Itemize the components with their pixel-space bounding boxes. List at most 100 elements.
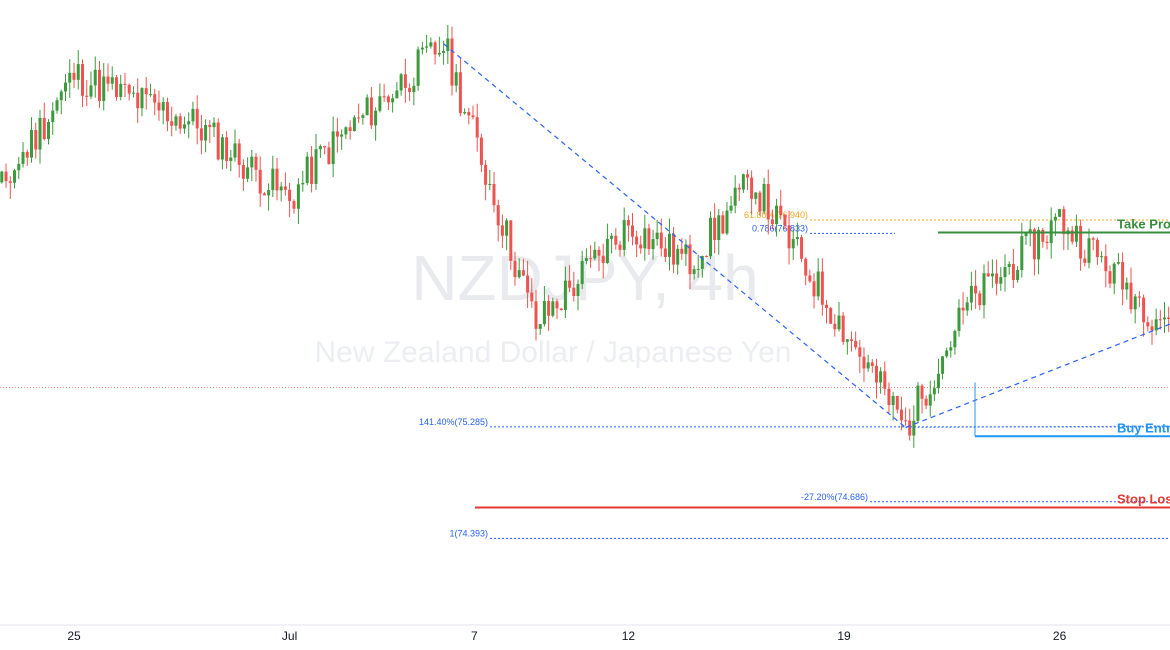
candle-body (725, 210, 729, 234)
candle-body (741, 174, 745, 190)
candle-body (1167, 317, 1170, 319)
candle-body (593, 249, 597, 259)
candle-body (174, 116, 178, 126)
candle-body (1108, 271, 1112, 284)
candle-body (258, 169, 262, 194)
candle-body (408, 87, 412, 92)
candle-body (420, 47, 424, 50)
candle-body (437, 52, 441, 55)
candle-body (513, 260, 517, 278)
candle-body (241, 165, 245, 179)
candle-body (114, 77, 118, 97)
candle-body (961, 307, 965, 311)
candle-body (80, 64, 84, 96)
candle-body (787, 225, 791, 249)
candle-body (119, 83, 123, 97)
x-tick-label: 26 (1053, 629, 1067, 643)
candle-body (1028, 229, 1032, 233)
candle-body (148, 94, 152, 96)
fib-level-label: -27.20%(74.686) (801, 492, 868, 502)
candle-body (737, 187, 741, 190)
candle-body (1095, 239, 1099, 258)
candle-body (1142, 297, 1146, 323)
candle-body (580, 260, 584, 285)
candle-body (517, 270, 521, 278)
candle-body (895, 395, 899, 410)
candle-body (1083, 258, 1087, 263)
candle-body (974, 285, 978, 294)
candle-body (1121, 262, 1125, 290)
watermark-subtitle: New Zealand Dollar / Japanese Yen (315, 336, 792, 369)
candle-body (429, 42, 433, 47)
candle-body (659, 232, 663, 249)
candle-body (688, 244, 692, 275)
candle-body (13, 170, 17, 183)
candle-body (626, 220, 630, 226)
candle-body (271, 168, 275, 191)
candle-body (932, 388, 936, 395)
candle-body (1100, 256, 1104, 258)
candle-body (488, 183, 492, 185)
candle-body (1032, 229, 1036, 260)
candle-body (335, 131, 339, 137)
candle-body (526, 275, 530, 293)
candle-body (733, 187, 737, 206)
candle-body (808, 275, 812, 282)
candle-body (1137, 296, 1141, 298)
candle-body (153, 94, 157, 103)
candle-body (68, 72, 72, 83)
candle-body (825, 304, 829, 309)
candle-body (369, 97, 373, 126)
candle-body (555, 301, 559, 309)
candle-body (47, 122, 51, 140)
candle-body (123, 83, 127, 85)
candle-body (327, 147, 331, 165)
candle-body (986, 273, 990, 277)
candle-body (766, 183, 770, 220)
candle-body (680, 248, 684, 254)
candle-body (622, 220, 626, 250)
trade-levels[interactable]: Take Profit Buy Entry Stop Loss (475, 217, 1170, 509)
candle-body (1150, 326, 1154, 331)
candle-body (425, 46, 429, 48)
candle-body (30, 130, 34, 158)
candle-body (849, 339, 853, 341)
candle-body (904, 420, 908, 422)
candle-body (127, 84, 131, 94)
candle-body (729, 205, 733, 211)
candle-body (643, 228, 647, 249)
candle-body (568, 280, 572, 288)
stop-loss-label: Stop Loss (1117, 492, 1170, 507)
candle-body (1062, 209, 1066, 235)
candle-body (233, 143, 237, 158)
harmonic-pattern[interactable] (443, 43, 1170, 429)
candle-body (1091, 238, 1095, 240)
candle-body (928, 394, 932, 406)
candle-body (530, 292, 534, 302)
candle-body (182, 124, 186, 129)
candle-body (676, 248, 680, 265)
candle-body (618, 244, 622, 250)
candle-body (275, 168, 279, 191)
candle-body (783, 215, 787, 226)
candle-body (775, 205, 779, 225)
candle-body (957, 307, 961, 331)
candle-body (614, 235, 618, 245)
candle-body (1116, 262, 1120, 264)
candle-body (72, 72, 76, 80)
candle-body (34, 130, 38, 150)
candle-body (745, 174, 749, 178)
candle-body (391, 98, 395, 103)
candle-body (1162, 317, 1166, 320)
candle-body (862, 356, 866, 369)
candle-body (191, 108, 195, 122)
candle-body (1041, 229, 1045, 242)
candle-body (144, 88, 148, 95)
candle-body (883, 371, 887, 389)
candle-body (990, 273, 994, 277)
candle-body (820, 271, 824, 305)
candle-body (684, 244, 688, 254)
candle-body (1079, 225, 1083, 259)
candle-body (229, 157, 233, 161)
